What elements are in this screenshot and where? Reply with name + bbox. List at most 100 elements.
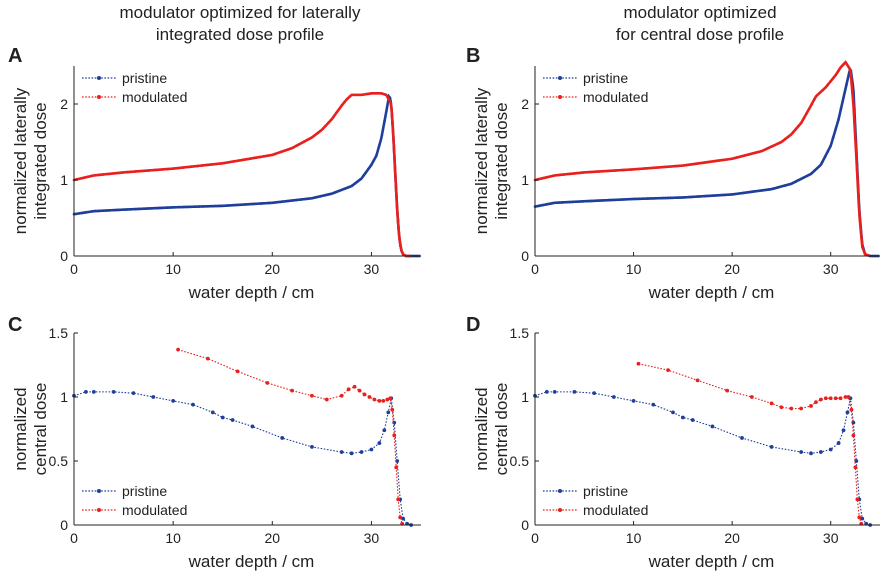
data-point <box>572 389 577 394</box>
data-point <box>176 347 181 352</box>
data-point <box>294 198 298 202</box>
data-point <box>562 173 566 176</box>
data-point <box>270 153 274 157</box>
data-point <box>621 198 625 201</box>
data-point <box>762 148 766 152</box>
data-point <box>198 164 202 168</box>
data-point <box>335 190 338 194</box>
data-point <box>252 156 255 160</box>
data-point <box>586 199 590 203</box>
data-point <box>126 170 129 174</box>
data-point <box>626 168 630 171</box>
data-point <box>754 151 758 154</box>
data-point <box>191 402 195 407</box>
data-point <box>230 418 235 422</box>
data-point <box>359 450 364 454</box>
data-point <box>568 172 571 176</box>
data-point <box>823 396 828 401</box>
data-point <box>201 164 204 167</box>
data-point <box>704 161 707 164</box>
data-point <box>153 168 156 172</box>
data-point <box>698 195 702 198</box>
data-point <box>386 410 391 415</box>
data-point <box>712 160 715 163</box>
data-point <box>305 138 309 142</box>
data-point <box>302 197 306 201</box>
data-point <box>701 161 704 165</box>
data-point <box>230 203 234 207</box>
data-point <box>738 192 742 195</box>
data-point <box>99 173 103 177</box>
data-point <box>765 188 768 192</box>
y-axis-label-line1: normalized <box>11 387 30 470</box>
data-point <box>610 169 614 172</box>
data-point <box>557 201 561 204</box>
data-point <box>195 164 199 168</box>
data-point <box>680 415 685 420</box>
data-point <box>118 208 121 212</box>
data-point <box>123 171 127 174</box>
data-point <box>153 206 156 210</box>
data-point <box>661 165 665 169</box>
legend-marker-pristine <box>558 76 562 80</box>
data-point <box>201 205 204 208</box>
y-tick-label: 0.5 <box>510 453 530 469</box>
x-tick-label: 10 <box>165 261 181 277</box>
data-point <box>831 76 835 80</box>
data-point <box>725 193 728 197</box>
data-point <box>246 157 250 161</box>
series-modulated <box>636 361 864 526</box>
data-point <box>831 136 835 140</box>
data-point <box>813 97 816 101</box>
data-point <box>99 209 103 213</box>
data-point <box>380 134 384 137</box>
data-point <box>842 62 846 66</box>
data-point <box>249 157 252 160</box>
data-point <box>658 166 662 169</box>
legend-label-modulated: modulated <box>122 89 187 105</box>
data-point <box>388 100 392 103</box>
data-point <box>672 196 675 200</box>
data-point <box>805 112 808 115</box>
data-point <box>357 388 362 393</box>
data-point <box>385 105 389 108</box>
data-point <box>254 202 258 206</box>
legend-marker-pristine <box>97 489 101 493</box>
data-point <box>339 450 344 454</box>
data-point <box>182 205 186 209</box>
data-point <box>757 150 760 154</box>
data-point <box>265 201 269 205</box>
data-point <box>552 201 555 205</box>
x-tick-label: 20 <box>724 530 740 546</box>
data-point <box>807 173 811 177</box>
data-point <box>280 436 285 440</box>
data-point <box>233 159 236 163</box>
data-point <box>730 193 734 196</box>
data-point <box>807 107 811 111</box>
data-point <box>680 164 683 167</box>
data-point <box>826 150 830 153</box>
data-point <box>150 207 153 210</box>
data-point <box>171 167 175 170</box>
data-point <box>648 197 651 200</box>
data-point <box>112 172 116 175</box>
data-point <box>629 197 633 201</box>
data-point <box>286 199 290 203</box>
data-point <box>205 356 210 361</box>
data-point <box>791 130 795 134</box>
data-point <box>712 194 715 197</box>
data-point <box>853 465 858 470</box>
data-point <box>316 195 319 199</box>
series-line-modulated <box>73 92 411 258</box>
data-point <box>677 196 681 199</box>
data-point <box>810 102 814 106</box>
data-point <box>634 167 638 171</box>
data-point <box>383 119 386 123</box>
data-point <box>592 170 595 174</box>
x-tick-label: 0 <box>531 530 539 546</box>
data-point <box>547 202 550 206</box>
data-point <box>276 200 279 204</box>
data-point <box>860 516 865 521</box>
data-point <box>720 193 723 197</box>
data-point <box>783 184 787 187</box>
